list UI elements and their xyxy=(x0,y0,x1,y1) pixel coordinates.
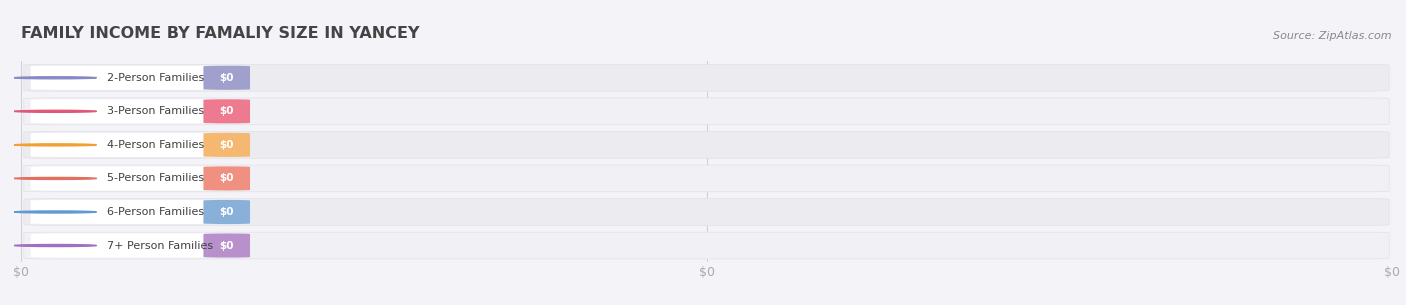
Text: 4-Person Families: 4-Person Families xyxy=(107,140,205,150)
Circle shape xyxy=(14,211,97,213)
Text: $0: $0 xyxy=(219,140,233,150)
FancyBboxPatch shape xyxy=(204,66,250,90)
Text: $0: $0 xyxy=(219,207,233,217)
FancyBboxPatch shape xyxy=(204,133,250,157)
Text: $0: $0 xyxy=(219,73,233,83)
FancyBboxPatch shape xyxy=(204,233,250,258)
FancyBboxPatch shape xyxy=(204,166,250,191)
Circle shape xyxy=(14,245,97,246)
FancyBboxPatch shape xyxy=(31,99,239,124)
FancyBboxPatch shape xyxy=(24,199,1389,225)
FancyBboxPatch shape xyxy=(204,99,250,124)
FancyBboxPatch shape xyxy=(31,66,239,90)
FancyBboxPatch shape xyxy=(24,165,1389,192)
FancyBboxPatch shape xyxy=(24,64,1389,91)
FancyBboxPatch shape xyxy=(31,133,239,157)
Text: 5-Person Families: 5-Person Families xyxy=(107,174,205,183)
Circle shape xyxy=(14,110,97,112)
Text: $0: $0 xyxy=(219,241,233,250)
FancyBboxPatch shape xyxy=(31,166,239,191)
Text: FAMILY INCOME BY FAMALIY SIZE IN YANCEY: FAMILY INCOME BY FAMALIY SIZE IN YANCEY xyxy=(21,26,419,41)
Text: Source: ZipAtlas.com: Source: ZipAtlas.com xyxy=(1274,31,1392,41)
Circle shape xyxy=(14,77,97,79)
Text: $0: $0 xyxy=(219,106,233,116)
FancyBboxPatch shape xyxy=(31,200,239,224)
Text: 7+ Person Families: 7+ Person Families xyxy=(107,241,214,250)
Circle shape xyxy=(14,178,97,179)
Text: $0: $0 xyxy=(219,174,233,183)
Circle shape xyxy=(14,144,97,146)
FancyBboxPatch shape xyxy=(204,200,250,224)
Text: 6-Person Families: 6-Person Families xyxy=(107,207,205,217)
Text: 3-Person Families: 3-Person Families xyxy=(107,106,205,116)
Text: 2-Person Families: 2-Person Families xyxy=(107,73,205,83)
FancyBboxPatch shape xyxy=(24,232,1389,259)
FancyBboxPatch shape xyxy=(24,131,1389,158)
FancyBboxPatch shape xyxy=(31,233,239,258)
FancyBboxPatch shape xyxy=(24,98,1389,125)
